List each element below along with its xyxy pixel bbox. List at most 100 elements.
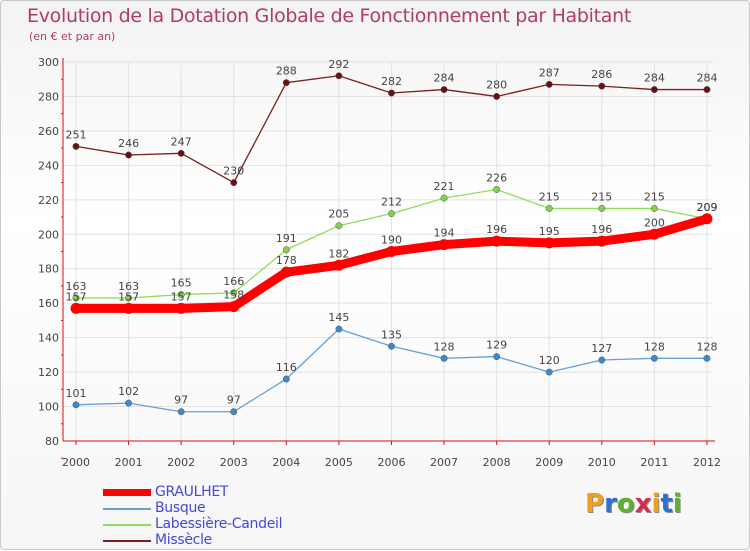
data-label-miss-cle: 246: [118, 137, 139, 150]
data-point-labessi-re-candeil: [230, 289, 238, 297]
data-label-graulhet: 157: [118, 290, 139, 303]
data-point-graulhet: [438, 239, 450, 251]
series-layer: [70, 72, 713, 416]
x-tick-label: 2000: [62, 456, 90, 469]
data-label-busque: 128: [644, 340, 665, 353]
data-label-graulhet: 157: [66, 290, 87, 303]
data-label-miss-cle: 288: [276, 65, 297, 78]
x-tick-label: 2005: [325, 456, 353, 469]
data-point-busque: [440, 354, 448, 362]
y-tick-label: 160: [38, 297, 59, 310]
data-point-busque: [598, 356, 606, 364]
data-point-miss-cle: [545, 80, 553, 88]
data-point-miss-cle: [335, 72, 343, 80]
data-point-graulhet: [648, 228, 660, 240]
y-tick-label: 240: [38, 159, 59, 172]
data-point-miss-cle: [388, 89, 395, 97]
data-label-miss-cle: 284: [696, 72, 717, 85]
data-label-miss-cle: 284: [434, 72, 455, 85]
axis-layer: 80 100 120 140 160 180 200 220 240 260 280 300 2000 2…: [38, 56, 721, 469]
data-label-busque: 127: [591, 342, 612, 355]
x-tick-label: 2008: [483, 456, 511, 469]
data-point-miss-cle: [177, 149, 185, 157]
data-point-busque: [335, 325, 343, 333]
data-label-graulhet: 182: [328, 247, 349, 260]
data-label-busque: 101: [66, 387, 87, 400]
data-point-labessi-re-candeil: [335, 222, 343, 230]
data-label-graulhet: 209: [696, 201, 717, 214]
data-label-graulhet: 190: [381, 234, 402, 247]
legend-label: Busque: [155, 500, 206, 516]
data-point-graulhet: [701, 213, 713, 225]
data-label-busque: 145: [328, 311, 349, 324]
y-tick-label: 200: [38, 228, 59, 241]
legend-swatch: [103, 540, 151, 542]
data-point-miss-cle: [72, 142, 80, 150]
data-point-miss-cle: [282, 79, 290, 87]
data-label-labessi-re-candeil: 221: [434, 180, 455, 193]
legend-label: GRAULHET: [155, 484, 229, 500]
grid-layer: [63, 61, 713, 442]
y-tick-label: 280: [38, 90, 59, 103]
y-tick-label: 260: [38, 125, 59, 138]
data-label-graulhet: 195: [539, 225, 560, 238]
data-point-labessi-re-candeil: [282, 246, 290, 254]
data-point-busque: [545, 368, 553, 376]
data-label-miss-cle: 247: [171, 135, 192, 148]
data-label-labessi-re-candeil: 215: [539, 190, 560, 203]
data-point-labessi-re-candeil: [177, 291, 185, 299]
data-label-graulhet: 158: [223, 289, 244, 302]
data-label-graulhet: 194: [434, 227, 455, 240]
data-point-miss-cle: [493, 93, 501, 100]
logo-letter: x: [634, 489, 652, 519]
data-point-busque: [230, 408, 238, 416]
data-point-labessi-re-candeil: [493, 186, 501, 193]
data-point-miss-cle: [440, 86, 448, 94]
data-point-miss-cle: [230, 179, 238, 187]
data-label-miss-cle: 280: [486, 78, 507, 91]
logo-letter: r: [604, 489, 617, 519]
data-label-labessi-re-candeil: 166: [223, 275, 244, 288]
data-point-graulhet: [491, 235, 503, 247]
data-label-miss-cle: 287: [539, 66, 560, 79]
data-point-graulhet: [385, 246, 397, 257]
data-point-labessi-re-candeil: [388, 210, 395, 218]
data-label-labessi-re-candeil: 165: [171, 277, 192, 290]
data-label-graulhet: 178: [276, 254, 297, 267]
x-tick-label: 2012: [693, 456, 721, 469]
data-label-graulhet: 196: [591, 223, 612, 236]
data-point-busque: [493, 353, 501, 361]
y-tick-label: 100: [38, 401, 59, 414]
data-label-labessi-re-candeil: 205: [328, 208, 349, 221]
data-point-busque: [125, 399, 133, 407]
x-tick-label: 2006: [377, 456, 405, 469]
data-label-miss-cle: 282: [381, 75, 402, 88]
x-tick-label: 2001: [115, 456, 143, 469]
data-point-labessi-re-candeil: [125, 294, 133, 302]
data-label-miss-cle: 286: [591, 68, 612, 81]
data-point-busque: [650, 354, 658, 362]
data-label-labessi-re-candeil: 163: [118, 280, 139, 293]
y-tick-label: 120: [38, 366, 59, 379]
data-label-miss-cle: 251: [66, 128, 87, 141]
data-label-busque: 120: [539, 354, 560, 367]
data-point-miss-cle: [598, 82, 606, 90]
data-point-graulhet: [333, 259, 345, 271]
x-tick-label: 2011: [640, 456, 668, 469]
data-point-graulhet: [280, 266, 292, 278]
data-label-miss-cle: 292: [328, 58, 349, 71]
data-label-miss-cle: 230: [223, 165, 244, 178]
y-tick-label: 220: [38, 194, 59, 207]
data-label-busque: 97: [174, 394, 188, 407]
data-point-busque: [177, 408, 185, 416]
logo-letter: i: [651, 489, 661, 519]
data-label-busque: 129: [486, 339, 507, 352]
data-point-labessi-re-candeil: [545, 204, 553, 212]
logo-letter: P: [585, 489, 605, 519]
data-point-graulhet: [543, 237, 555, 249]
logo-letter: o: [616, 489, 635, 519]
legend-label: Missècle: [155, 532, 212, 548]
legend-swatch: [103, 489, 151, 496]
data-point-labessi-re-candeil: [598, 204, 606, 212]
